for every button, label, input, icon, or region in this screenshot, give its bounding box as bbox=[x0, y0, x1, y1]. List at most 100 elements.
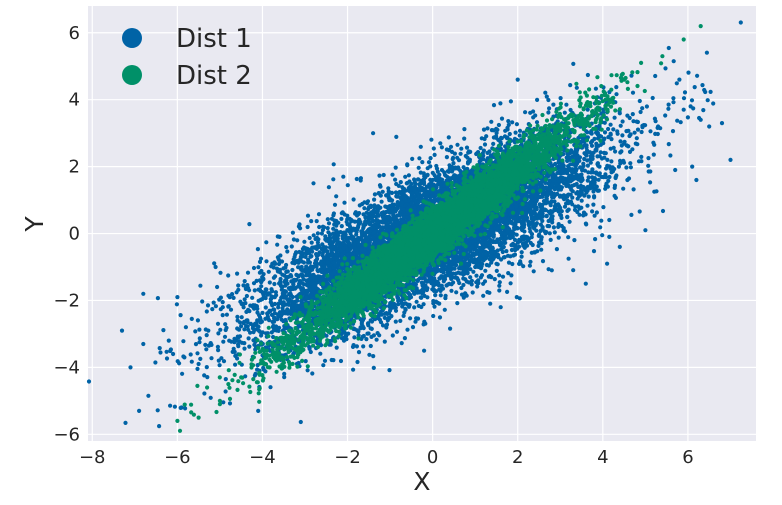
data-point bbox=[362, 206, 367, 211]
data-point bbox=[570, 202, 575, 207]
data-point bbox=[213, 304, 218, 309]
data-point bbox=[155, 296, 160, 301]
data-point bbox=[486, 263, 491, 268]
data-point bbox=[412, 305, 417, 310]
data-point bbox=[236, 283, 241, 288]
data-point bbox=[628, 161, 633, 166]
data-point bbox=[514, 122, 520, 127]
data-point bbox=[666, 142, 671, 147]
data-point bbox=[216, 348, 221, 353]
data-point bbox=[434, 163, 439, 169]
data-point bbox=[195, 351, 200, 356]
data-point bbox=[218, 270, 223, 275]
data-point bbox=[205, 375, 210, 380]
data-point bbox=[298, 419, 303, 425]
data-point bbox=[418, 295, 423, 300]
data-point bbox=[282, 375, 287, 380]
data-point bbox=[523, 110, 528, 115]
data-point bbox=[639, 129, 644, 135]
data-point bbox=[351, 197, 356, 202]
data-point bbox=[637, 98, 642, 104]
data-point bbox=[380, 189, 385, 194]
data-point bbox=[278, 253, 283, 258]
data-point bbox=[174, 302, 179, 307]
data-point bbox=[612, 115, 617, 120]
data-point bbox=[258, 256, 264, 261]
data-point bbox=[381, 172, 386, 178]
data-point bbox=[489, 119, 494, 124]
data-point bbox=[583, 221, 589, 226]
data-point bbox=[286, 302, 292, 307]
data-point bbox=[354, 176, 359, 182]
data-point bbox=[377, 173, 382, 178]
data-point bbox=[310, 371, 315, 376]
data-point bbox=[180, 371, 185, 376]
data-point bbox=[509, 273, 514, 278]
data-point bbox=[551, 225, 557, 230]
data-point bbox=[251, 265, 257, 271]
data-point bbox=[570, 195, 575, 200]
data-point bbox=[468, 275, 473, 280]
data-point bbox=[674, 81, 679, 86]
data-point bbox=[444, 155, 449, 160]
data-point bbox=[574, 85, 579, 90]
data-point bbox=[681, 96, 687, 101]
data-point bbox=[508, 281, 513, 286]
data-point bbox=[259, 284, 264, 289]
data-point bbox=[289, 244, 294, 249]
data-point bbox=[263, 305, 268, 310]
data-point bbox=[586, 194, 591, 199]
data-point bbox=[517, 128, 523, 133]
data-point bbox=[267, 280, 272, 285]
data-point bbox=[437, 315, 443, 320]
data-point bbox=[646, 156, 651, 161]
data-point bbox=[323, 234, 328, 239]
data-point bbox=[284, 245, 289, 250]
data-point bbox=[544, 214, 549, 219]
data-point bbox=[208, 395, 213, 400]
data-point bbox=[632, 130, 637, 135]
data-point bbox=[438, 141, 443, 146]
data-point bbox=[325, 226, 330, 231]
data-point bbox=[164, 349, 169, 354]
data-point bbox=[510, 261, 515, 267]
data-point bbox=[317, 224, 322, 230]
data-point bbox=[418, 144, 423, 149]
data-point bbox=[215, 321, 221, 326]
data-point bbox=[223, 389, 228, 394]
data-point bbox=[620, 133, 625, 138]
data-point bbox=[158, 350, 163, 355]
data-point bbox=[708, 89, 713, 94]
data-point bbox=[666, 102, 671, 107]
data-point bbox=[339, 224, 344, 229]
data-point bbox=[426, 160, 432, 165]
data-point bbox=[227, 401, 233, 406]
data-point bbox=[537, 210, 542, 215]
data-point bbox=[497, 280, 502, 285]
data-point bbox=[479, 136, 484, 141]
data-point bbox=[303, 359, 308, 364]
data-point bbox=[247, 344, 252, 349]
data-point bbox=[282, 371, 287, 376]
data-point bbox=[231, 295, 236, 300]
data-point bbox=[218, 327, 223, 332]
data-point bbox=[221, 339, 226, 344]
data-point bbox=[616, 164, 622, 169]
data-point bbox=[352, 335, 357, 340]
data-point bbox=[618, 123, 623, 128]
data-point bbox=[591, 202, 596, 207]
data-point bbox=[462, 127, 467, 132]
data-point bbox=[738, 20, 743, 25]
data-point bbox=[204, 309, 209, 314]
data-point bbox=[648, 169, 653, 174]
data-point bbox=[387, 368, 392, 373]
data-point bbox=[256, 265, 261, 270]
data-point bbox=[123, 420, 128, 425]
data-point bbox=[398, 180, 403, 185]
data-point bbox=[324, 249, 329, 254]
data-point bbox=[635, 119, 641, 125]
data-point bbox=[342, 200, 347, 205]
data-point bbox=[269, 287, 274, 292]
data-point bbox=[393, 177, 398, 182]
data-point bbox=[602, 155, 607, 160]
